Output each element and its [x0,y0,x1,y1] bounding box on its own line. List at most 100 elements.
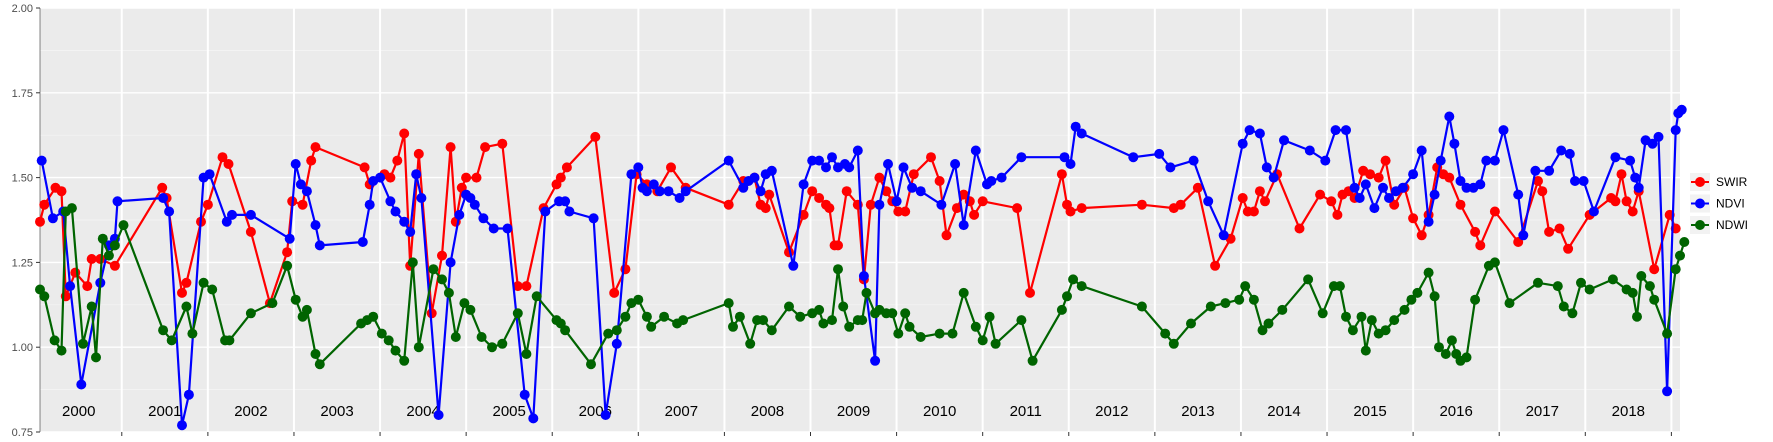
data-point-ndvi [680,186,691,197]
data-point-ndvi [1128,152,1139,163]
data-point-ndwi [224,335,235,346]
data-point-swir [561,162,572,173]
data-point-ndvi [996,172,1007,183]
data-point-ndwi [56,345,67,356]
data-point-ndwi [833,264,843,275]
data-point-ndvi [986,176,997,186]
data-point-ndvi [385,196,396,207]
legend: SWIR NDVI NDWI [1690,173,1748,234]
data-point-swir [35,216,45,227]
data-point-ndvi [907,182,918,193]
data-point-ndvi [1341,125,1351,136]
series-ndvi [36,104,1687,431]
data-point-ndwi [487,342,497,353]
data-point-ndwi [1399,304,1410,315]
data-point-ndwi [827,315,837,326]
y-tick-label: 0.75 [12,427,33,439]
data-point-ndwi [603,328,614,339]
data-point-swir [1533,176,1543,186]
data-point-ndwi [1552,281,1563,292]
data-point-ndwi [1636,271,1647,281]
data-point-ndvi [390,206,401,217]
data-point-ndvi [1354,193,1365,203]
data-point-ndvi [648,179,659,190]
data-point-ndwi [66,203,77,214]
data-point-swir [1056,169,1067,180]
data-point-swir [282,247,293,258]
data-point-ndwi [1470,294,1481,305]
data-point-ndwi [1056,304,1067,315]
data-point-ndvi [950,159,961,169]
data-point-ndvi [898,162,909,173]
data-point-ndvi [445,257,456,268]
data-point-ndwi [103,250,114,261]
data-point-swir [951,203,962,214]
data-point-ndwi [1446,335,1457,346]
y-tick-label: 1.25 [12,257,33,269]
data-point-swir [392,155,403,166]
data-point-ndwi [678,315,689,326]
data-point-swir [1475,240,1486,251]
year-label: 2002 [234,403,267,420]
data-point-swir [1192,182,1203,193]
data-point-ndvi [1518,230,1529,241]
data-point-swir [1254,186,1265,197]
data-point-ndvi [1244,125,1255,136]
data-point-swir [1621,196,1632,207]
data-point-swir [521,281,532,292]
legend-key-point [1695,220,1705,230]
data-point-swir [941,230,952,241]
data-point-ndvi [1610,152,1621,163]
data-point-ndwi [1220,298,1231,309]
data-point-ndvi [1662,386,1673,397]
data-point-swir [1616,169,1627,180]
data-point-ndvi [528,413,539,424]
data-point-ndvi [1475,179,1486,190]
year-label: 2018 [1612,403,1645,420]
data-point-ndwi [521,349,532,359]
data-point-ndwi [512,308,523,319]
year-label: 2013 [1181,403,1214,420]
data-point-ndwi [428,264,439,275]
data-point-ndvi [1570,176,1580,186]
data-point-ndvi [1059,152,1070,163]
data-point-ndwi [900,308,911,319]
year-label: 2017 [1526,403,1559,420]
data-point-ndwi [1533,277,1543,288]
data-point-swir [841,186,852,197]
data-point-ndwi [620,311,631,322]
data-point-ndvi [970,145,981,156]
data-point-swir [1315,189,1326,200]
data-point-ndvi [469,199,480,210]
data-point-ndvi [633,162,644,173]
data-point-ndvi [1647,138,1658,149]
data-point-ndvi [600,410,611,420]
data-point-ndwi [1504,298,1515,309]
data-point-swir [95,254,106,264]
data-point-ndwi [977,335,988,346]
data-point-ndvi [738,182,749,193]
data-point-ndvi [1261,162,1272,173]
data-point-ndvi [1444,111,1455,122]
data-point-ndwi [814,304,825,315]
data-point-ndwi [181,301,192,312]
data-point-swir [1610,196,1621,207]
data-point-ndvi [723,155,734,166]
data-point-ndwi [1584,284,1595,295]
data-point-ndvi [1016,152,1027,163]
data-point-ndvi [519,389,530,400]
data-point-ndwi [368,311,379,322]
data-point-ndwi [1168,338,1179,349]
data-point-swir [1294,223,1305,234]
data-point-ndvi [827,152,837,163]
data-point-ndwi [915,332,926,342]
data-point-ndvi [1653,131,1664,142]
data-point-ndvi [1279,135,1289,146]
data-point-ndwi [723,298,734,309]
data-point-swir [874,172,885,183]
legend-key-point [1695,198,1705,209]
data-point-ndwi [1317,308,1328,319]
data-point-ndwi [1675,250,1685,261]
series-swir [35,128,1681,319]
data-point-ndwi [560,325,571,336]
